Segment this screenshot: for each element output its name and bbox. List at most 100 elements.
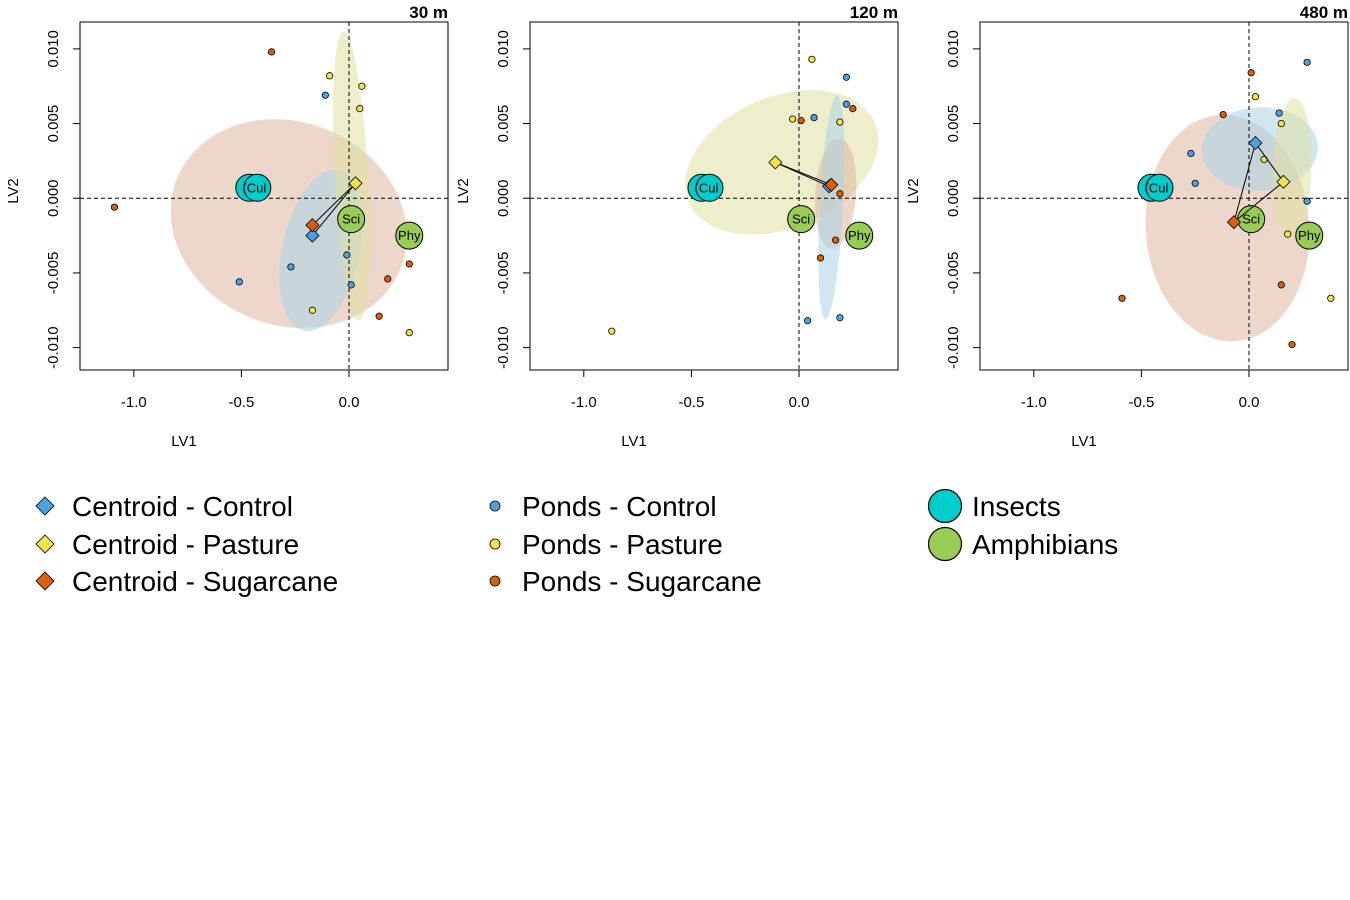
y-tick-label: 0.000 (945, 179, 962, 217)
pond-point-control (804, 317, 812, 325)
x-tick-label: -0.5 (1128, 394, 1154, 411)
panel-3: (Cul Sci Phy -1.0 -0.5 0.0 -0.010 -0.005 0.000 0.… (905, 3, 1349, 450)
x-axis-title: LV1 (171, 433, 197, 450)
pond-point-control (347, 281, 355, 289)
centroid-connector (312, 182, 356, 236)
y-tick-label: -0.010 (945, 326, 962, 369)
species-circle-amphibians (337, 205, 366, 234)
legend-item: Ponds - Control (489, 491, 717, 522)
pond-point-control (1191, 179, 1199, 187)
y-tick-label: 0.005 (945, 105, 962, 143)
y-tick-label: -0.005 (945, 252, 962, 295)
species-label: (Cul (695, 180, 719, 195)
pond-point-control (1303, 197, 1311, 205)
centroid-pasture (768, 155, 783, 170)
x-tick-label: -0.5 (228, 394, 254, 411)
y-tick-label: 0.010 (45, 30, 62, 68)
pond-point-sugarcane (384, 275, 392, 283)
legend-diamond-sugarcane (35, 571, 55, 591)
pond-point-pasture (358, 82, 366, 90)
pond-point-sugarcane (1288, 341, 1296, 349)
legend-item: Insects (927, 488, 1061, 524)
species-circle-amphibians (1295, 221, 1324, 250)
legend-label: Insects (972, 491, 1061, 522)
pond-point-control (842, 100, 850, 108)
pond-point-control (287, 263, 295, 271)
legend-item: Centroid - Control (35, 491, 293, 522)
legend: Centroid - Control Centroid - Pasture Cent… (35, 488, 1118, 597)
centroid-sugarcane (1226, 215, 1242, 230)
plot-frame (979, 21, 1349, 371)
plot-area: (Cul Sci Phy (80, 22, 448, 370)
legend-diamond-control (35, 496, 55, 516)
y-axis-title: LV2 (5, 178, 22, 204)
pond-point-control (321, 91, 329, 99)
centroid-sugarcane (305, 218, 320, 233)
species-label: Phy (1298, 228, 1321, 243)
panel-title: 120 m (850, 3, 898, 22)
pond-point-sugarcane (797, 116, 805, 125)
plot-area: (Cul Sci Phy (980, 22, 1348, 370)
pond-point-control (235, 278, 243, 286)
species-circle-insects (243, 173, 272, 202)
pond-point-sugarcane (816, 254, 825, 262)
ellipse-pasture (332, 31, 370, 321)
y-tick-label: 0.005 (45, 105, 62, 143)
species-circle-insects (695, 173, 724, 202)
legend-item: Centroid - Pasture (35, 529, 299, 560)
centroid-pasture (348, 176, 363, 191)
ellipse-control (818, 95, 845, 320)
centroid-pasture (1276, 174, 1291, 189)
pond-point-pasture (1260, 155, 1268, 164)
x-tick-label: -1.0 (1021, 394, 1047, 411)
legend-item: Ponds - Sugarcane (489, 566, 762, 597)
legend-label: Amphibians (972, 529, 1118, 560)
x-tick-label: 0.0 (789, 394, 810, 411)
x-axis-title: LV1 (621, 433, 647, 450)
pond-point-sugarcane (375, 312, 383, 320)
legend-label: Centroid - Pasture (72, 529, 299, 560)
pond-point-sugarcane (1277, 281, 1285, 289)
pond-point-sugarcane (831, 236, 840, 244)
legend-point-pasture (489, 538, 501, 550)
plot-frame (529, 21, 899, 371)
legend-label: Ponds - Pasture (522, 529, 723, 560)
legend-label: Ponds - Control (522, 491, 717, 522)
pond-point-control (1187, 149, 1195, 158)
species-label: Phy (848, 228, 871, 243)
legend-item: Centroid - Sugarcane (35, 566, 338, 597)
species-label: Phy (398, 228, 421, 243)
legend-item: Ponds - Pasture (489, 529, 723, 560)
pond-point-control (1275, 109, 1283, 117)
pond-point-pasture (1277, 119, 1285, 128)
x-axis-title: LV1 (1071, 433, 1097, 450)
pond-point-pasture (808, 55, 816, 63)
y-tick-label: 0.000 (45, 179, 62, 217)
pond-point-sugarcane (1219, 111, 1227, 119)
pond-point-sugarcane (1118, 294, 1126, 302)
species-circle-amphibians (395, 221, 424, 250)
centroid-connector (312, 182, 356, 226)
x-tick-label: -1.0 (571, 394, 597, 411)
y-tick-label: 0.005 (495, 105, 512, 143)
pond-point-pasture (836, 118, 844, 126)
legend-circle-insects (927, 488, 963, 524)
y-axis-title: LV2 (455, 178, 472, 204)
x-tick-label: -0.5 (678, 394, 704, 411)
pond-point-pasture (405, 329, 413, 337)
y-tick-label: 0.010 (495, 30, 512, 68)
ellipse-pasture (1272, 98, 1312, 239)
y-tick-label: 0.000 (495, 179, 512, 217)
legend-circle-amphibians (927, 526, 963, 562)
panel-2: (Cul Sci Phy -1.0 -0.5 0.0 -0.010 -0.005 0.000 0.… (455, 3, 899, 450)
species-circle-amphibians (787, 205, 816, 234)
species-label: (Cul (242, 180, 266, 195)
x-tick-label: 0.0 (339, 394, 360, 411)
legend-label: Ponds - Sugarcane (522, 566, 762, 597)
species-circle-amphibians (845, 221, 874, 250)
centroid-connector (1255, 142, 1284, 183)
centroid-connector (775, 161, 832, 186)
legend-label: Centroid - Sugarcane (72, 566, 338, 597)
y-tick-label: -0.010 (45, 326, 62, 369)
